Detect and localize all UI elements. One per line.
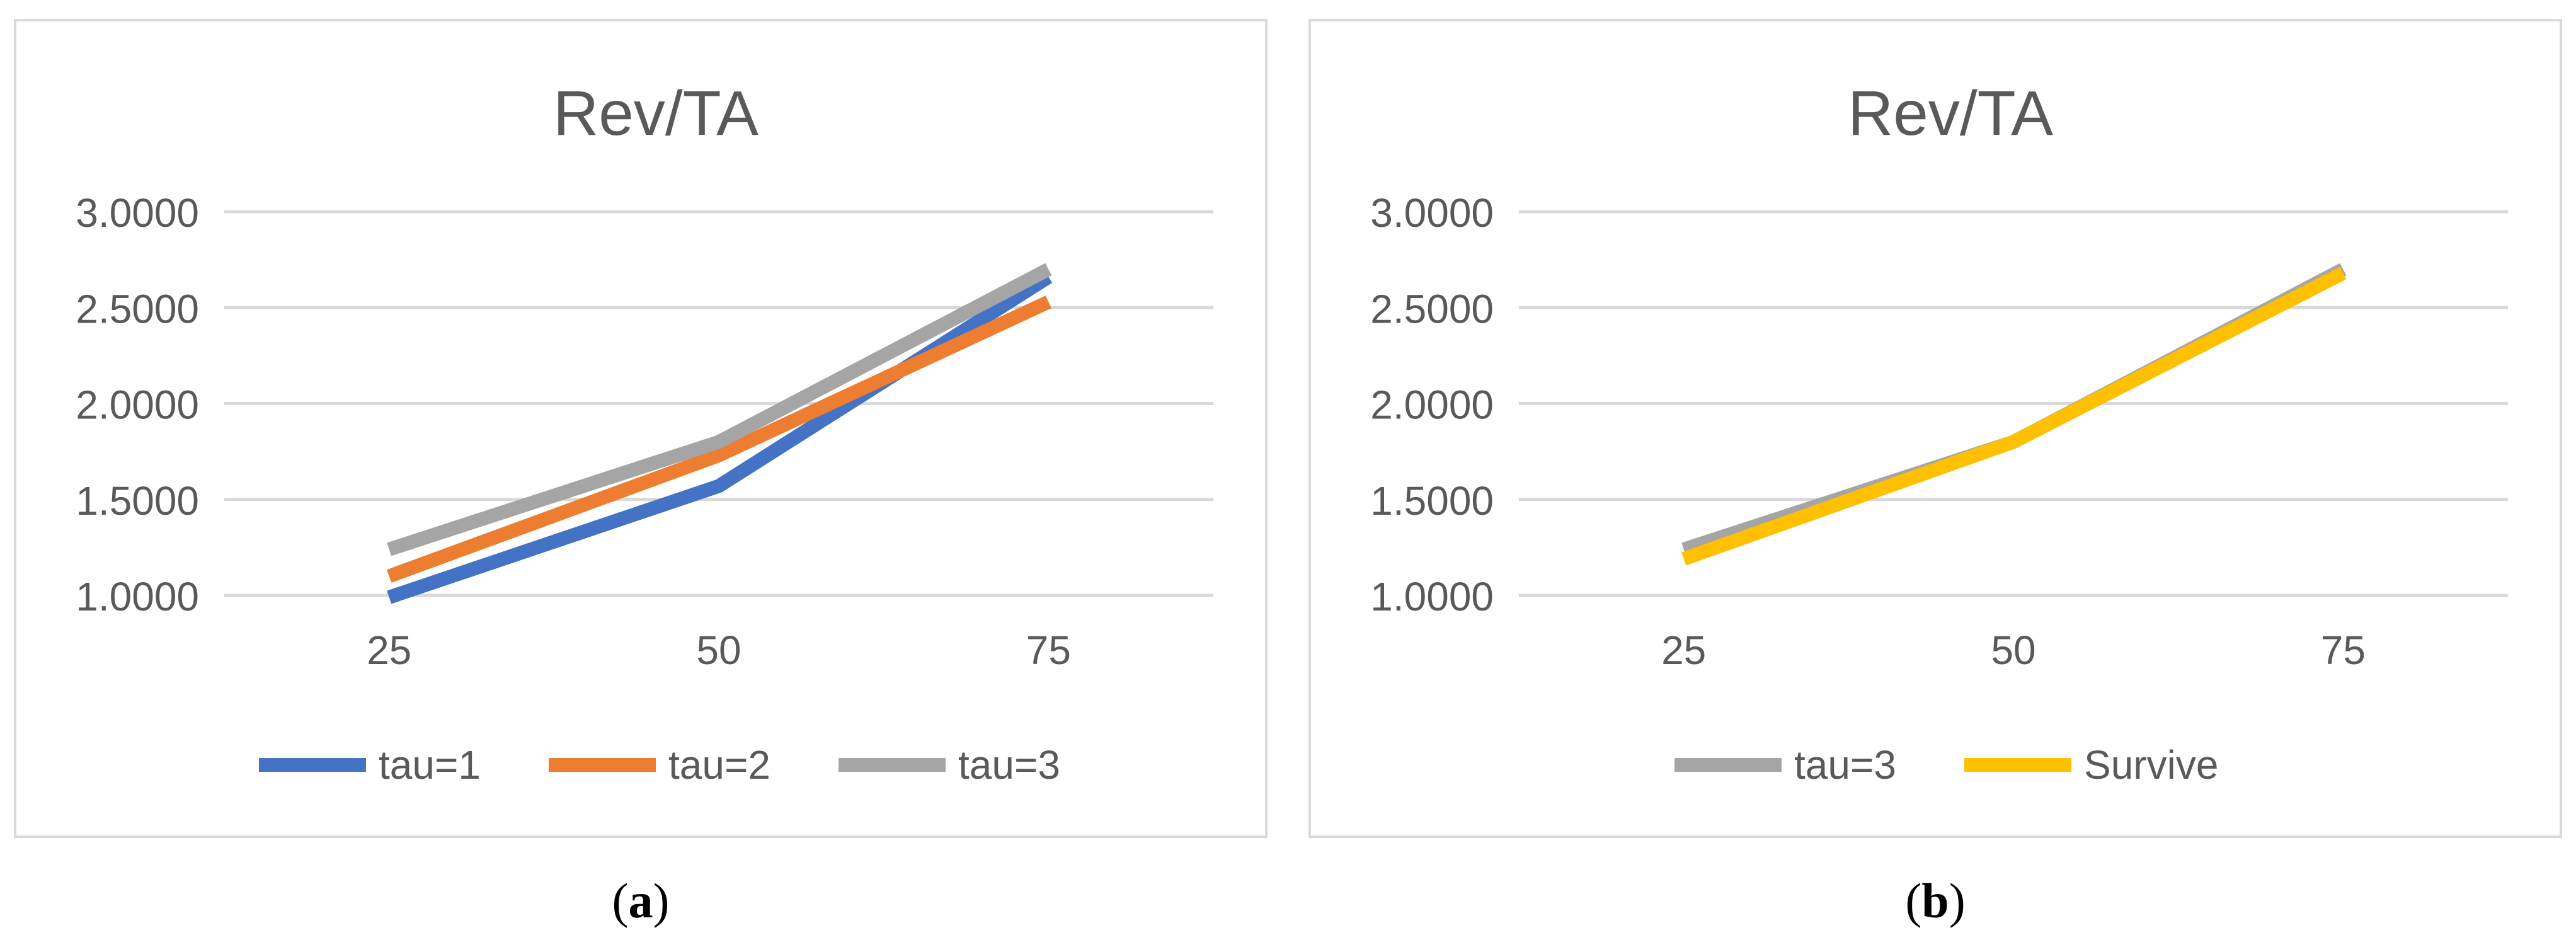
- series-line: [386, 295, 1051, 583]
- caption-a: (a): [612, 873, 670, 928]
- y-tick-label: 1.0000: [76, 574, 199, 619]
- y-tick-label: 2.5000: [76, 286, 199, 331]
- y-tick-label: 3.0000: [76, 190, 199, 236]
- series-line: [387, 263, 1052, 556]
- y-tick-label: 2.0000: [1370, 382, 1494, 428]
- y-tick-label: 2.0000: [76, 382, 199, 428]
- x-tick-label: 50: [696, 628, 741, 673]
- chart-panel-a: Rev/TA 1.0000 1.5000 2.0000 2.5000 3.0000 25 50…: [14, 19, 1268, 838]
- y-tick-label: 1.5000: [1370, 478, 1494, 524]
- legend-label: tau=2: [668, 742, 770, 788]
- caption-b-letter: b: [1921, 873, 1949, 928]
- legend-label: tau=1: [379, 742, 481, 788]
- x-tick-label: 50: [1991, 628, 2035, 673]
- chart-title: Rev/TA: [553, 78, 758, 149]
- y-tick-label: 3.0000: [1370, 190, 1494, 236]
- legend-label: Survive: [2084, 742, 2218, 788]
- legend-label: tau=3: [958, 742, 1060, 788]
- series-line: [1681, 263, 2347, 556]
- legend-label: tau=3: [1794, 742, 1896, 788]
- x-tick-label: 75: [2321, 628, 2366, 673]
- x-tick-label: 75: [1026, 628, 1071, 673]
- chart-panel-b: Rev/TA 1.0000 1.5000 2.0000 2.5000 3.0000 25 50…: [1308, 19, 2562, 838]
- chart-title: Rev/TA: [1848, 78, 2053, 149]
- chart-b-svg: Rev/TA 1.0000 1.5000 2.0000 2.5000 3.0000 25 50…: [1370, 78, 2508, 788]
- y-tick-label: 1.5000: [76, 478, 199, 524]
- chart-a-svg: Rev/TA 1.0000 1.5000 2.0000 2.5000 3.0000 25 50…: [76, 78, 1213, 788]
- series-line: [1681, 267, 2347, 566]
- y-tick-label: 1.0000: [1370, 574, 1494, 619]
- y-tick-label: 2.5000: [1370, 286, 1494, 331]
- x-tick-label: 25: [1661, 628, 1706, 673]
- caption-a-letter: a: [628, 873, 653, 928]
- x-tick-label: 25: [367, 628, 411, 673]
- caption-b: (b): [1905, 873, 1966, 928]
